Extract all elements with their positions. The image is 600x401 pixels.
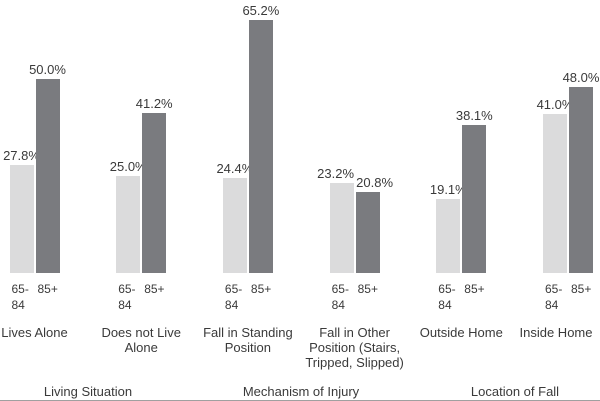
bar-age-85-plus (355, 192, 380, 273)
axis-tick-label: 85+ (144, 282, 165, 296)
bar-age-85-plus (142, 113, 167, 273)
axis-tick-label: 65- 84 (331, 282, 349, 312)
value-label: 48.0% (562, 69, 600, 85)
category-label: Inside Home (519, 325, 593, 340)
bar-age-65-84 (222, 178, 247, 273)
value-label: 65.2% (242, 3, 280, 18)
group-label-location-of-fall: Location of Fall (470, 384, 560, 399)
group-label-living-situation: Living Situation (43, 384, 133, 399)
axis-tick-label: 85+ (464, 282, 485, 296)
value-label: 20.8% (356, 175, 394, 191)
category-label: Fall in Other Position (Stairs, Tripped,… (305, 325, 404, 370)
value-label: 23.2% (317, 166, 355, 181)
value-label: 41.2% (135, 96, 173, 112)
axis-tick-label: 65- 84 (438, 282, 456, 312)
category-label: Outside Home (419, 325, 503, 340)
axis-tick-label: 65- 84 (224, 282, 243, 312)
axis-tick-label: 65- 84 (545, 282, 563, 312)
axis-tick-label: 85+ (37, 282, 58, 296)
value-label: 38.1% (455, 108, 493, 124)
bar-age-65-84 (329, 183, 354, 273)
value-label: 25.0% (109, 159, 147, 174)
axis-tick-label: 85+ (250, 282, 272, 296)
value-label: 27.8% (3, 148, 40, 164)
bar-age-85-plus (462, 125, 487, 273)
axis-tick-label: 65- 84 (118, 282, 136, 312)
value-label: 24.4% (216, 161, 254, 177)
value-label: 50.0% (29, 62, 66, 77)
axis-tick-label: 65- 84 (11, 282, 29, 312)
axis-tick-label: 85+ (571, 282, 592, 296)
value-label: 19.1% (429, 181, 467, 197)
bar-age-65-84 (436, 198, 461, 273)
category-label: Fall in Standing Position (203, 325, 293, 355)
bar-age-65-84 (9, 165, 34, 273)
bar-age-85-plus (569, 86, 593, 273)
bar-age-85-plus (35, 79, 60, 273)
category-label: Lives Alone (1, 325, 68, 340)
bar-age-85-plus (248, 20, 273, 273)
bar-age-65-84 (543, 113, 567, 273)
group-label-mechanism-of-injury: Mechanism of Injury (242, 384, 360, 399)
axis-tick-label: 85+ (357, 282, 378, 296)
bar-age-65-84 (116, 176, 141, 273)
category-label: Does not Live Alone (101, 325, 181, 355)
value-label: 41.0% (536, 96, 574, 112)
